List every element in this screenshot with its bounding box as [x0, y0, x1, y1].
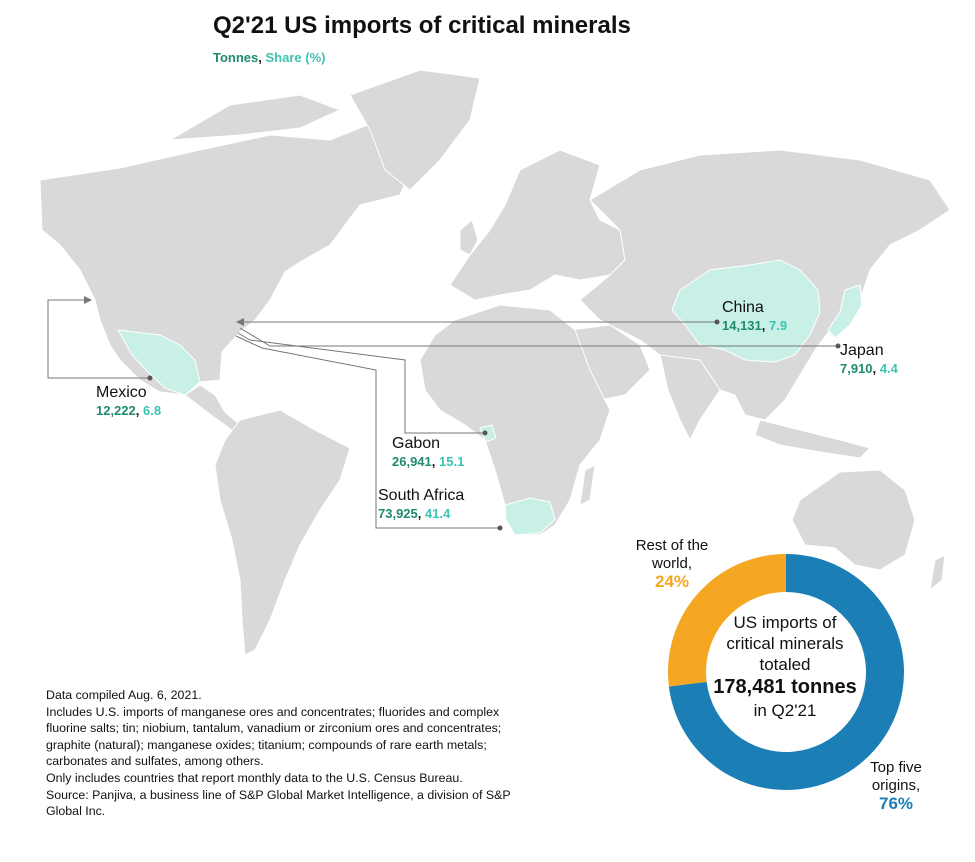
- mexico-shape: [117, 329, 201, 396]
- origin-dots: [147, 319, 841, 531]
- footnotes: Data compiled Aug. 6, 2021. Includes U.S…: [46, 687, 646, 820]
- mexico-name: Mexico: [96, 384, 147, 401]
- gabon-shape: [479, 424, 497, 443]
- note-line: Global Inc.: [46, 804, 106, 819]
- japan-label: Japan 7,910, 4.4: [840, 341, 898, 377]
- south-africa-dot: [497, 525, 503, 531]
- note-line: Includes U.S. imports of manganese ores …: [46, 704, 500, 719]
- south-africa-name: South Africa: [378, 487, 465, 504]
- share-donut: [667, 554, 904, 790]
- north-america-shape: [39, 119, 421, 396]
- donut-center-line-1: US imports of: [733, 613, 837, 632]
- gabon-values: 26,941, 15.1: [392, 454, 465, 469]
- top-pct: 76%: [878, 794, 914, 813]
- china-share: 7.9: [769, 318, 788, 333]
- south-africa-connector: [235, 335, 500, 529]
- donut-period: in Q2'21: [753, 701, 817, 720]
- south-america-shape: [214, 409, 351, 656]
- south-africa-share: 41.4: [425, 506, 451, 521]
- south-africa-label: South Africa 73,925, 41.4: [378, 486, 464, 522]
- japan-share: 4.4: [879, 361, 898, 376]
- donut-center-text: US imports of critical minerals totaled …: [690, 612, 880, 721]
- japan-values: 7,910, 4.4: [840, 361, 898, 376]
- legend-share: Share (%): [265, 50, 326, 65]
- mexico-values: 12,222, 6.8: [96, 403, 162, 418]
- japan-connector: [239, 327, 838, 347]
- europe-shape: [449, 149, 626, 301]
- connector-arrowheads: [84, 296, 244, 326]
- china-values: 14,131, 7.9: [722, 318, 788, 333]
- note-line: Data compiled Aug. 6, 2021.: [46, 688, 202, 702]
- gabon-tonnes: 26,941: [392, 454, 432, 469]
- gabon-share: 15.1: [439, 454, 465, 469]
- africa-shape: [419, 304, 611, 536]
- gabon-label: Gabon 26,941, 15.1: [392, 434, 464, 470]
- top-label-line-2: origins,: [871, 777, 921, 794]
- madagascar-shape: [579, 464, 596, 506]
- mexico-tonnes: 12,222: [96, 403, 136, 418]
- mexico-dot: [147, 375, 153, 381]
- china-shape: [671, 259, 821, 363]
- china-arrowhead: [236, 318, 244, 326]
- top-label-line-1: Top five: [870, 759, 922, 776]
- japan-highlight-shape: [827, 284, 863, 339]
- connector-lines: [47, 299, 838, 529]
- uk-shape: [459, 219, 479, 256]
- gabon-dot: [482, 430, 488, 436]
- new-zealand-shape: [929, 554, 946, 592]
- south-africa-tonnes: 73,925: [378, 506, 418, 521]
- rest-label-line-2: world,: [651, 555, 692, 572]
- map-title: Q2'21 US imports of critical minerals: [213, 12, 631, 39]
- note-line: graphite (natural); manganese oxides; ti…: [46, 737, 487, 752]
- legend-tonnes: Tonnes: [213, 50, 259, 65]
- south-africa-values: 73,925, 41.4: [378, 506, 451, 521]
- rest-label-line-1: Rest of the: [635, 537, 709, 554]
- china-name: China: [722, 299, 764, 316]
- south-africa-shape: [504, 497, 556, 536]
- japan-tonnes: 7,910: [840, 361, 873, 376]
- southeast-asia-shape: [754, 419, 871, 459]
- note-line: Source: Panjiva, a business line of S&P …: [46, 787, 511, 802]
- donut-total: 178,481 tonnes: [713, 676, 857, 698]
- japan-dot: [835, 343, 841, 349]
- legend-separator: ,: [258, 50, 262, 65]
- note-line: carbonates and sulfates, among others.: [46, 754, 264, 769]
- rest-of-world-label: Rest of the world, 24%: [612, 537, 732, 591]
- top-five-label: Top five origins, 76%: [850, 759, 942, 813]
- mexico-arrowhead: [84, 296, 92, 304]
- note-line: Only includes countries that report mont…: [46, 770, 463, 785]
- legend-subtitle: Tonnes, Share (%): [213, 50, 325, 65]
- arctic-islands-shape: [169, 94, 342, 141]
- rest-pct: 24%: [654, 572, 690, 591]
- china-dot: [714, 319, 720, 325]
- china-label: China 14,131, 7.9: [722, 298, 787, 334]
- india-shape: [659, 354, 721, 442]
- donut-top-five-segment: [668, 554, 904, 790]
- china-tonnes: 14,131: [722, 318, 762, 333]
- mexico-connector: [47, 299, 150, 379]
- gabon-name: Gabon: [392, 435, 441, 452]
- mexico-share: 6.8: [143, 403, 162, 418]
- highlighted-countries: [117, 259, 863, 536]
- note-line: fluorine salts; tin; niobium, tantalum, …: [46, 721, 502, 736]
- australia-shape: [791, 469, 916, 571]
- greenland-shape: [349, 69, 481, 191]
- gabon-connector: [237, 332, 485, 434]
- japan-name: Japan: [840, 342, 884, 359]
- donut-center-line-3: totaled: [759, 655, 811, 674]
- central-america-shape: [184, 384, 241, 431]
- donut-center-line-2: critical minerals: [726, 634, 844, 653]
- mexico-label: Mexico 12,222, 6.8: [96, 383, 161, 419]
- donut-rest-segment: [667, 554, 786, 687]
